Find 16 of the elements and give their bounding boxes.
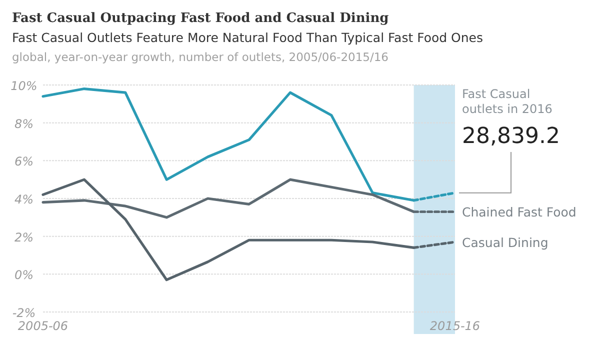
y-tick-label: 2% bbox=[14, 230, 34, 244]
x-tick-label: 2005-06 bbox=[18, 319, 68, 333]
y-tick-label: -2% bbox=[12, 306, 36, 320]
chart-subtitle: Fast Casual Outlets Feature More Natural Food Than Typical Fast Food Ones bbox=[12, 30, 484, 45]
x-tick-label: 2015-16 bbox=[430, 319, 480, 333]
text: global, year-on-year growth, number of outlets, 2005/06-2015/16 bbox=[12, 50, 388, 64]
chart-title: Fast Casual Outpacing Fast Food and Casual Dining bbox=[12, 11, 389, 26]
text: Casual Dining bbox=[462, 235, 548, 250]
y-tick-label: 0% bbox=[14, 268, 34, 282]
y-tick-label: 4% bbox=[14, 192, 34, 206]
y-tick-label: 8% bbox=[14, 116, 34, 131]
y-tick-label: 6% bbox=[14, 154, 34, 169]
text: Chained Fast Food bbox=[462, 204, 576, 220]
text: Fast Casual outlets in 2016 bbox=[462, 87, 552, 116]
annotation: 28,839.2 bbox=[462, 124, 560, 149]
y-tick-label: 10% bbox=[10, 79, 38, 93]
